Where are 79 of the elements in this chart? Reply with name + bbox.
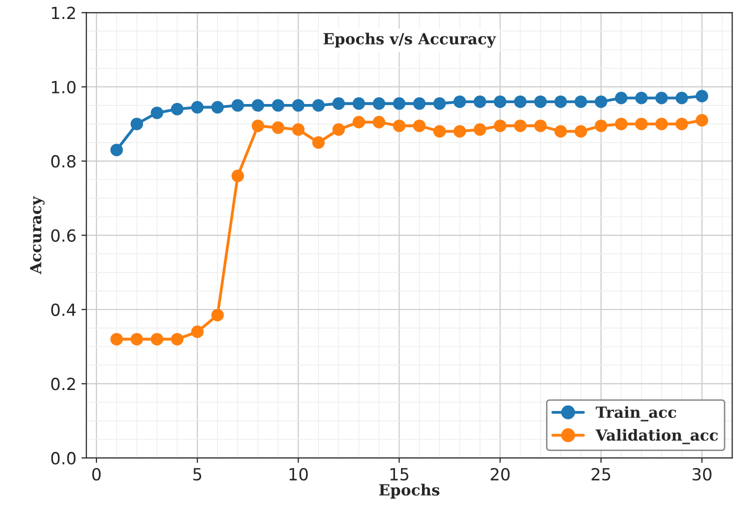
point <box>594 95 608 108</box>
point <box>413 120 426 132</box>
point <box>534 95 547 108</box>
point <box>635 118 648 130</box>
point <box>494 120 506 132</box>
point <box>110 144 123 156</box>
point <box>514 120 527 132</box>
y-tick-label: 0.0 <box>51 452 76 464</box>
point <box>614 118 628 130</box>
point <box>352 116 366 128</box>
point <box>614 92 628 104</box>
point <box>312 136 325 149</box>
x-axis-title: Epochs <box>379 484 440 499</box>
point <box>130 118 144 130</box>
point <box>514 95 527 108</box>
legend-label: Train_acc <box>596 406 676 422</box>
point <box>392 120 406 132</box>
point <box>413 97 426 110</box>
point <box>433 125 446 138</box>
x-tick-label: 5 <box>193 468 202 481</box>
x-tick-label: 10 <box>290 468 308 481</box>
point <box>312 99 325 112</box>
point <box>231 170 244 182</box>
point <box>594 120 608 132</box>
point <box>292 99 305 112</box>
y-axis-title: Accuracy <box>30 196 45 274</box>
point <box>534 120 547 132</box>
x-tick-label: 25 <box>592 468 610 481</box>
point <box>231 99 244 112</box>
point <box>292 123 305 136</box>
point <box>635 92 648 104</box>
point <box>696 90 708 102</box>
point <box>554 125 567 138</box>
y-tick-label: 0.2 <box>51 378 75 390</box>
point <box>474 123 486 136</box>
point <box>454 95 466 108</box>
point <box>130 332 144 346</box>
y-tick-label: 0.8 <box>51 155 76 168</box>
point <box>110 332 123 346</box>
y-tick-label: 0.6 <box>51 229 76 242</box>
point <box>150 106 164 120</box>
point <box>676 92 688 104</box>
point <box>574 95 588 108</box>
point <box>696 114 708 127</box>
point <box>272 99 284 112</box>
legend-label: Validation_acc <box>596 428 718 444</box>
point <box>252 120 264 132</box>
x-tick-label: 30 <box>692 468 712 481</box>
point <box>494 95 506 108</box>
x-tick-label: 15 <box>390 468 408 481</box>
point <box>655 92 668 104</box>
point <box>474 95 486 108</box>
point <box>392 97 406 110</box>
y-tick-label: 1.0 <box>52 80 76 94</box>
point <box>211 101 224 114</box>
point <box>252 99 264 112</box>
point <box>554 95 567 108</box>
point <box>332 123 345 136</box>
point <box>433 97 446 110</box>
point <box>372 97 386 110</box>
point <box>352 97 366 110</box>
x-tick-label: 20 <box>490 468 510 481</box>
y-tick-label: 0.4 <box>51 303 76 316</box>
point <box>211 308 224 322</box>
point <box>332 97 345 110</box>
point <box>655 118 668 130</box>
point <box>170 102 184 116</box>
x-tick-label: 0 <box>92 468 101 481</box>
point <box>191 101 204 114</box>
point <box>272 121 284 134</box>
point <box>191 326 204 338</box>
y-tick-label: 1.2 <box>52 6 75 19</box>
text: Epochs v/s Accuracy <box>324 32 496 48</box>
point <box>454 125 466 138</box>
point <box>676 118 688 130</box>
point <box>150 332 164 346</box>
point <box>574 125 588 138</box>
point <box>372 116 386 128</box>
point <box>170 332 184 346</box>
